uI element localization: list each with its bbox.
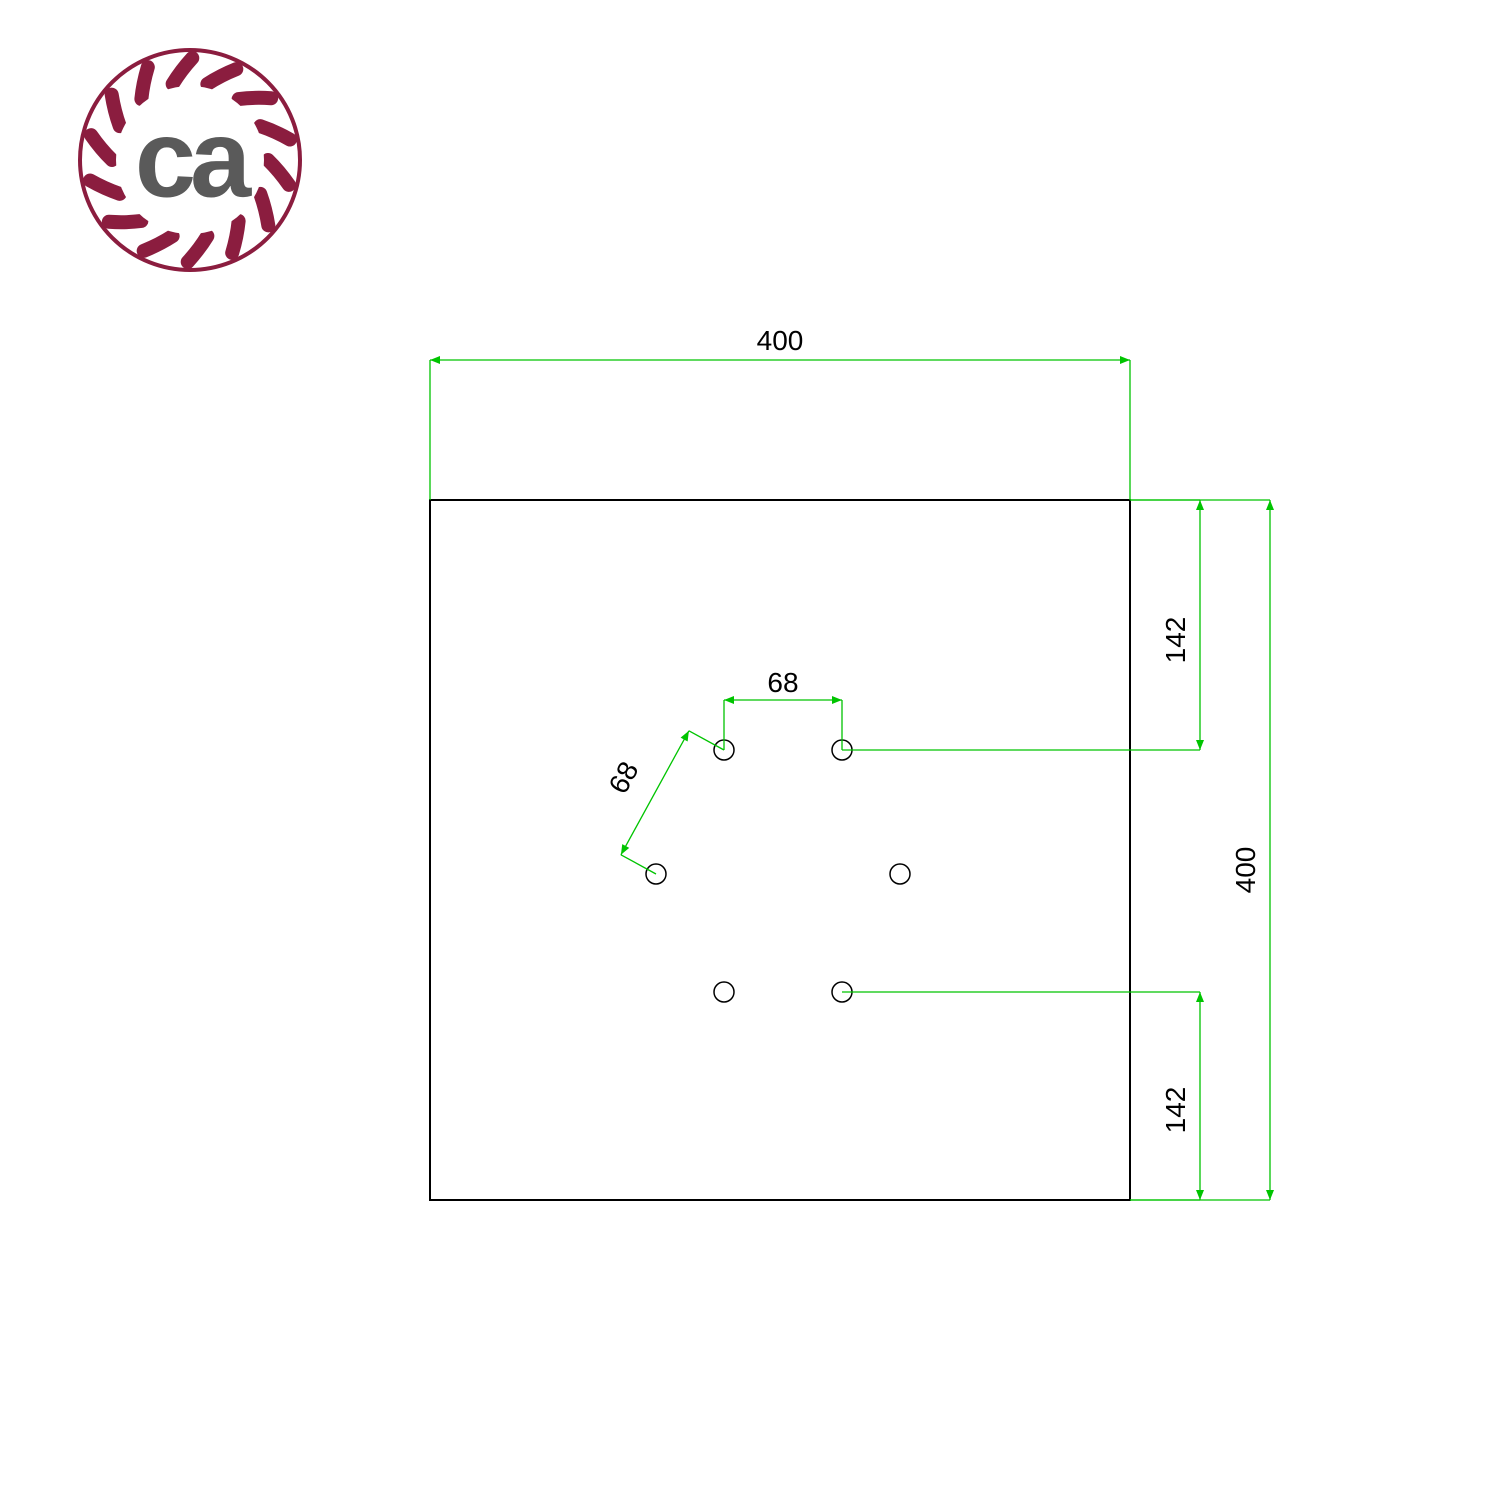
hole [714,982,734,1002]
dimension-label: 400 [757,325,804,356]
plate-outline [430,500,1130,1200]
dimension-label: 142 [1160,617,1191,664]
drawing-canvas: ca 400 400 142 142 68 68 [0,0,1500,1500]
dimension-label: 68 [603,757,645,799]
dimension-label: 400 [1230,847,1261,894]
dimension-label: 68 [767,667,798,698]
hole [890,864,910,884]
dimension-label: 142 [1160,1087,1191,1134]
technical-drawing: ca 400 400 142 142 68 68 [0,0,1500,1500]
brand-logo-text: ca [135,97,252,220]
brand-logo: ca [80,50,300,270]
